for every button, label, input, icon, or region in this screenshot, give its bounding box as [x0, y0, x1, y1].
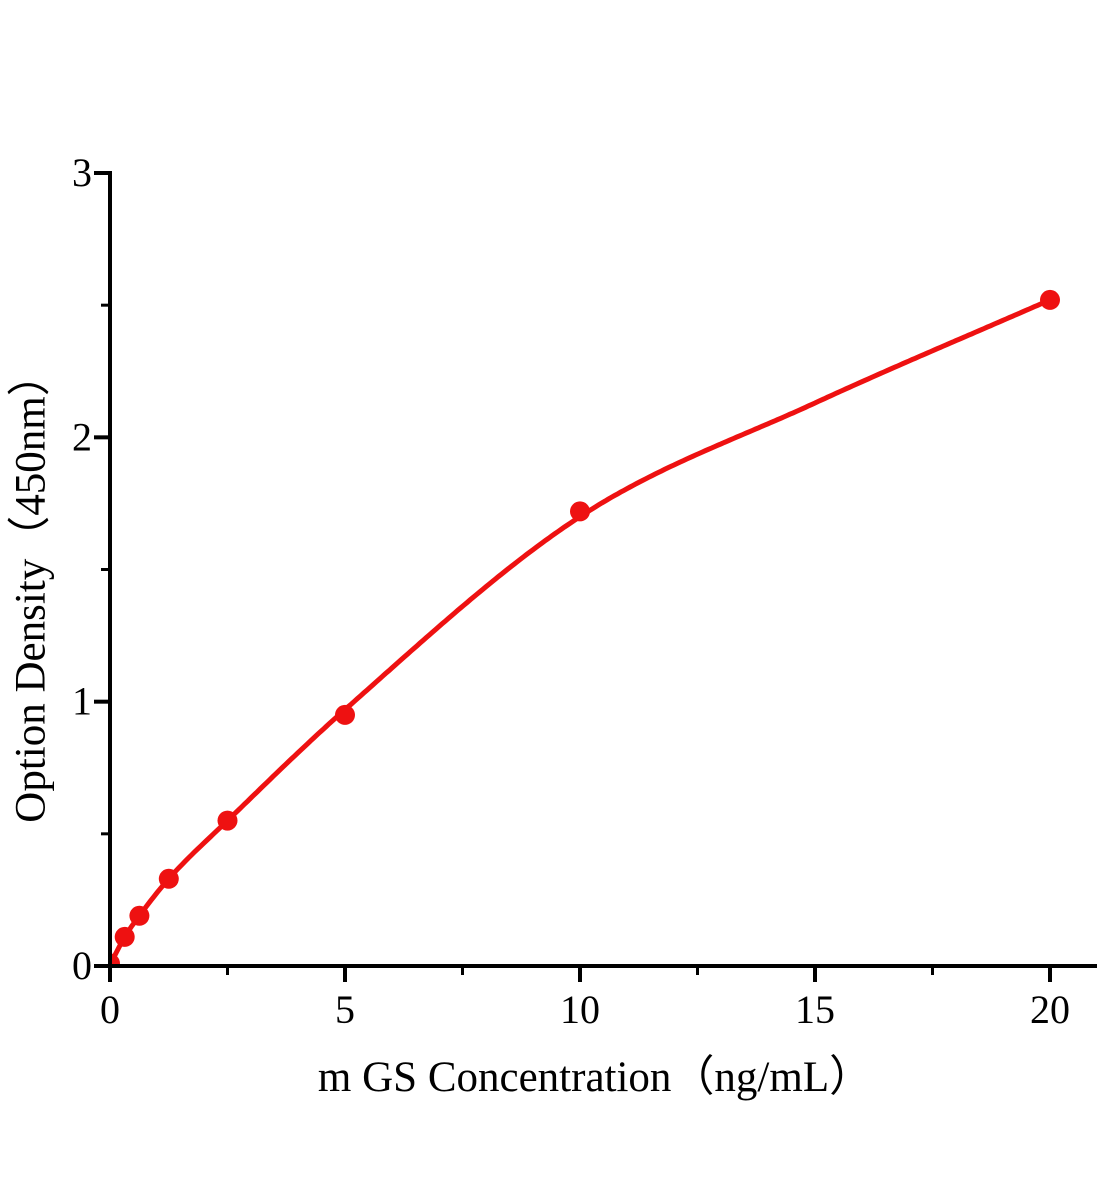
data-point	[570, 501, 590, 522]
data-point	[1040, 289, 1060, 310]
data-point	[335, 704, 355, 725]
data-point	[114, 926, 135, 947]
x-tick-label: 10	[560, 987, 600, 1032]
data-point	[217, 810, 238, 831]
x-tick-label: 20	[1030, 987, 1070, 1032]
y-tick-label: 2	[72, 414, 92, 459]
fit-curve	[108, 297, 1052, 966]
y-tick-label: 1	[72, 679, 92, 724]
data-point	[129, 905, 150, 926]
y-tick-label: 3	[72, 150, 92, 195]
data-point	[158, 868, 179, 889]
x-tick-label: 0	[100, 987, 120, 1032]
x-axis-title: m GS Concentration（ng/mL）	[317, 1054, 873, 1101]
x-tick-label: 15	[795, 987, 835, 1032]
x-tick-label: 5	[335, 987, 355, 1032]
y-axis-title: Option Density（450nm）	[7, 353, 55, 823]
y-tick-label: 0	[72, 943, 92, 988]
